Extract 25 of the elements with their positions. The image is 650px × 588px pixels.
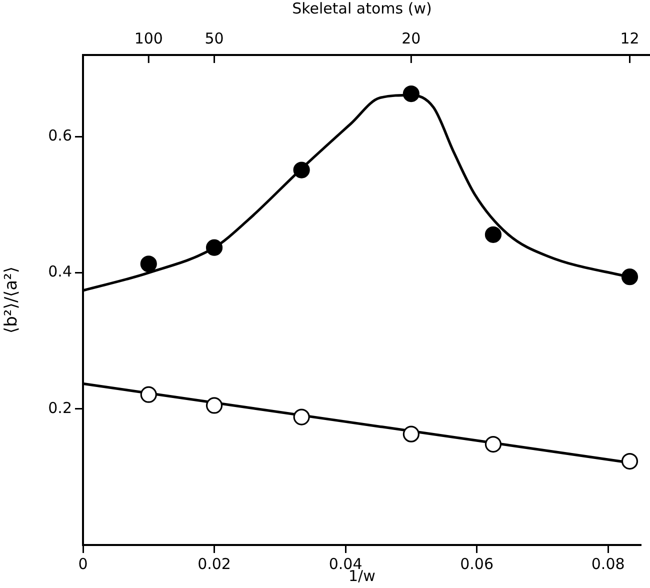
x-tick-label: 0.02 [198,554,231,573]
point [621,452,638,470]
y-tick-label: 0.6 [48,126,72,145]
point [206,397,223,414]
text: Skeletal atoms (w) [292,0,432,18]
point [140,256,157,272]
y-axis-title: ⟨b²⟩/⟨a²⟩ [2,266,22,334]
x-tick-label: 0 [78,554,88,573]
y-tick-label: 0.2 [48,398,72,417]
y-tick-label: 0.4 [48,262,72,281]
point [621,268,638,286]
point [484,436,502,453]
point [293,162,310,178]
point [293,408,310,426]
point [206,239,223,256]
point [402,426,420,442]
point [140,386,157,403]
point [402,85,420,102]
annotation: 20 [402,29,421,48]
annotation: 50 [204,29,224,48]
annotation: 100 [134,29,163,48]
x-tick-label: 0.08 [591,554,625,573]
point [484,226,502,243]
x-tick-label: 0.06 [460,554,494,573]
annotation: 12 [620,29,640,48]
